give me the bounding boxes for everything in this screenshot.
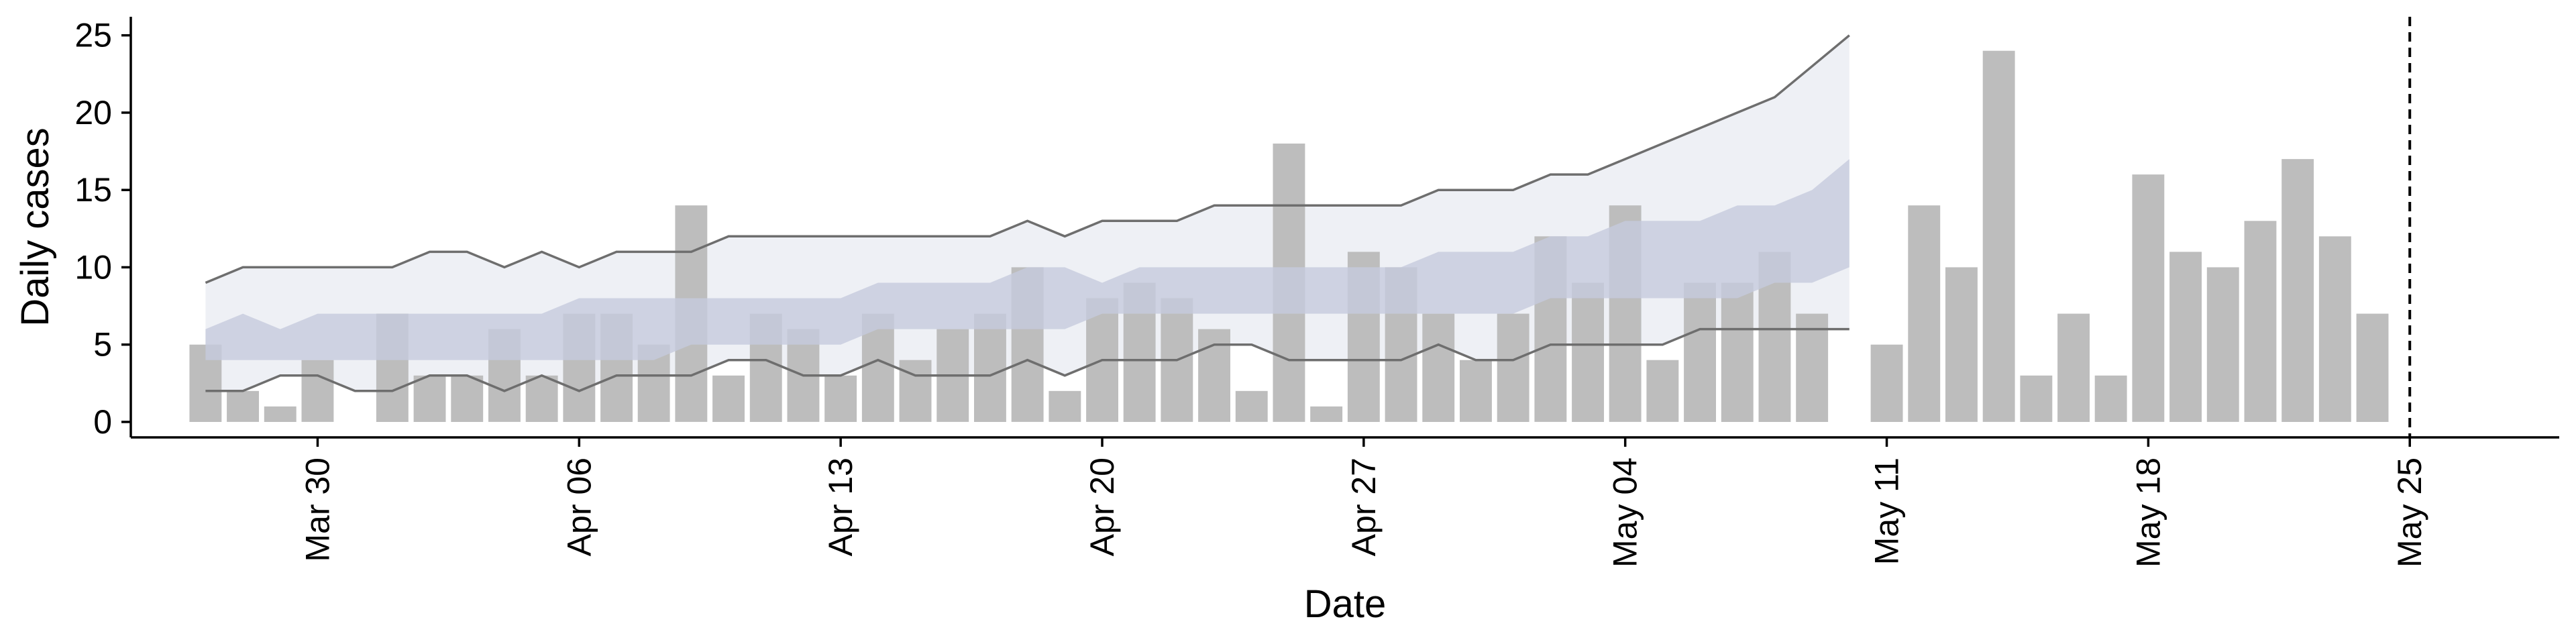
y-tick-label: 0 — [93, 403, 112, 441]
case-bar — [2057, 313, 2090, 422]
band-bound-lines — [205, 34, 1850, 392]
case-bar — [227, 390, 259, 422]
case-bars — [189, 50, 2389, 422]
y-tick-label: 5 — [93, 326, 112, 364]
x-tick-label: May 11 — [1868, 458, 1906, 565]
x-tick-label: May 25 — [2391, 458, 2428, 568]
case-bar — [264, 406, 297, 422]
case-bar — [824, 375, 857, 422]
upper-bound-line — [205, 34, 1850, 284]
case-bar — [1235, 390, 1268, 422]
case-bar — [451, 375, 484, 422]
case-bar — [2282, 159, 2314, 422]
case-bar — [1310, 406, 1343, 422]
case-bar — [301, 360, 334, 422]
case-bar — [2206, 267, 2239, 422]
case-bar — [899, 360, 932, 422]
y-axis-title: Daily cases — [13, 127, 57, 327]
x-axis-title: Date — [1304, 582, 1387, 626]
x-tick-label: Apr 20 — [1083, 458, 1121, 556]
case-bar — [1198, 329, 1230, 422]
case-bar — [712, 375, 745, 422]
case-bar — [2132, 174, 2165, 422]
y-tick-label: 15 — [74, 171, 112, 209]
case-bar — [1870, 344, 1903, 422]
case-bar — [1572, 282, 1604, 422]
case-bar — [1945, 267, 1978, 422]
y-tick-label: 10 — [74, 248, 112, 286]
inner-band-area — [205, 159, 1849, 360]
lower-bound-line — [205, 327, 1849, 392]
case-bar — [525, 375, 558, 422]
case-bar — [974, 313, 1006, 422]
case-bar — [2318, 236, 2351, 422]
inner-credible-band — [205, 159, 1849, 360]
y-tick-label: 25 — [74, 17, 112, 54]
y-tick-label: 20 — [74, 94, 112, 131]
x-tick-label: Apr 13 — [822, 458, 859, 556]
case-bar — [1982, 50, 2015, 422]
case-bar — [2244, 221, 2277, 422]
x-tick-label: Mar 30 — [299, 458, 337, 562]
x-tick-label: Apr 27 — [1345, 458, 1383, 556]
x-tick-label: May 04 — [1607, 458, 1644, 568]
case-bar — [1422, 313, 1455, 422]
case-bar — [413, 375, 446, 422]
x-axis-ticks: Mar 30 Apr 06 Apr 13 Apr 20 Apr 27 May 04 May … — [299, 437, 2428, 568]
y-axis-ticks: 0 5 10 15 20 25 — [74, 17, 131, 441]
case-bar — [1721, 282, 1754, 422]
case-bar — [1646, 360, 1679, 422]
axes — [129, 17, 2559, 439]
case-bar — [1497, 313, 1529, 422]
case-bar — [2094, 375, 2127, 422]
case-bar — [2169, 252, 2202, 422]
case-bar — [1049, 390, 1081, 422]
case-bar — [1460, 360, 1492, 422]
case-bar — [1684, 282, 1716, 422]
x-tick-label: Apr 06 — [560, 458, 598, 556]
case-bar — [1796, 313, 1829, 422]
case-bar — [2020, 375, 2053, 422]
case-bar — [2356, 313, 2389, 422]
case-bar — [1908, 205, 1941, 422]
x-tick-label: May 18 — [2129, 458, 2167, 568]
